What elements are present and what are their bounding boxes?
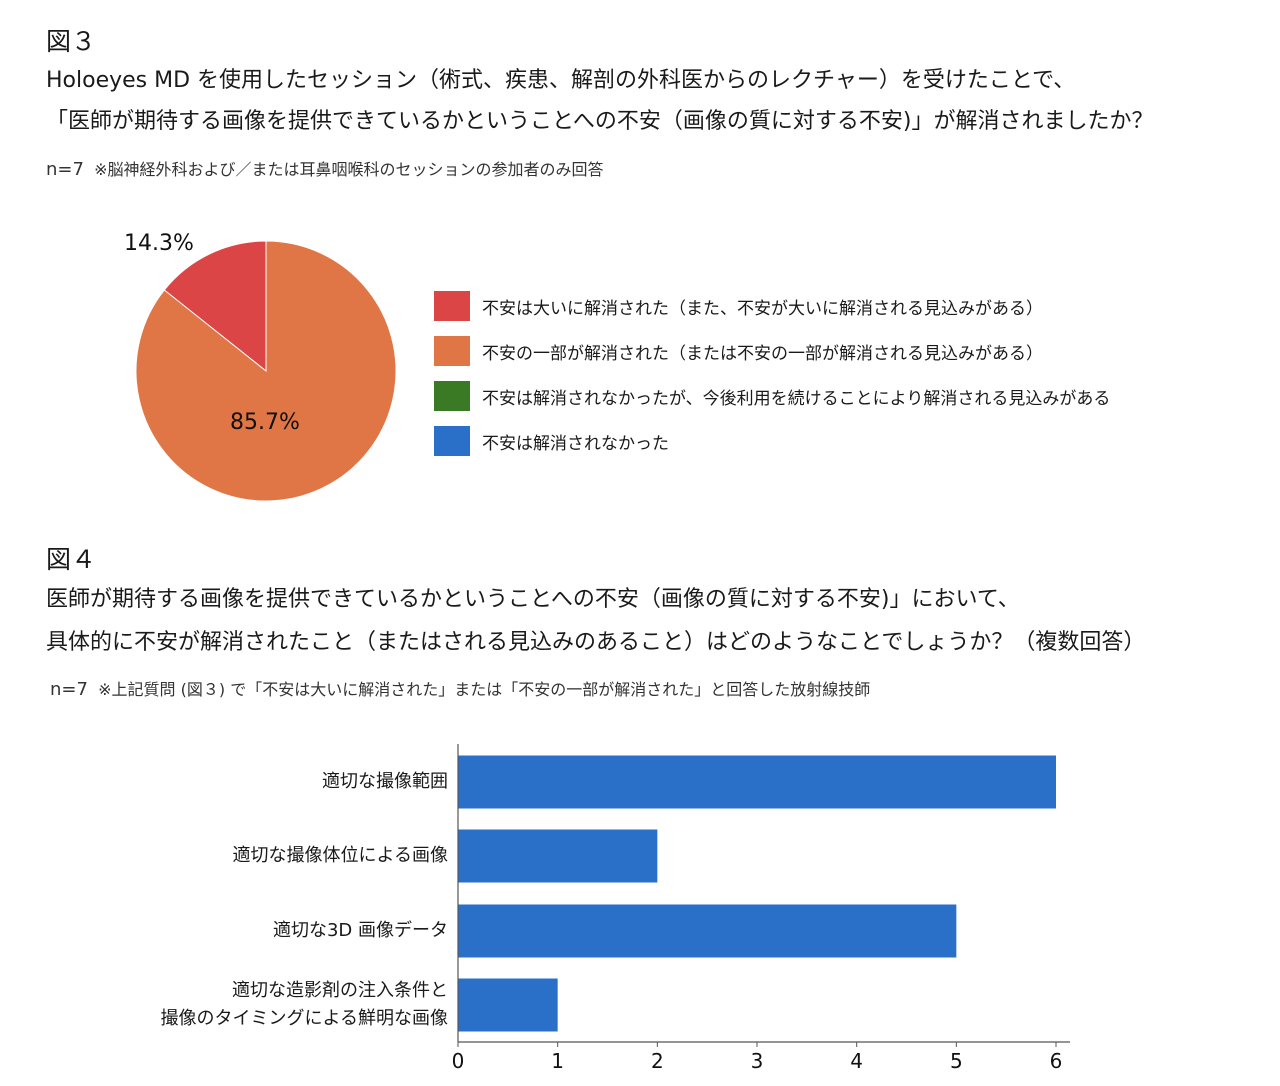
x-tick-label: 2	[651, 1049, 664, 1073]
bar	[458, 755, 1056, 809]
legend-swatch	[434, 426, 470, 456]
pie-slice	[163, 240, 267, 373]
legend-label: 不安は大いに解消された（また、不安が大いに解消される見込みがある）	[482, 298, 1043, 319]
legend-label: 不安は解消されなかった	[482, 433, 669, 454]
legend-swatch	[434, 381, 470, 411]
bar-chart: 0 1 2 3 4 5 6	[452, 744, 1070, 1073]
fig4-sample-size: n=7	[50, 679, 88, 700]
legend-swatch	[434, 291, 470, 321]
legend-item: 不安は大いに解消された（また、不安が大いに解消される見込みがある）	[434, 291, 1043, 321]
x-tick-label: 0	[452, 1049, 465, 1073]
bar-category-label: 適切な3D 画像データ	[272, 920, 448, 941]
fig4-title-line1: 医師が期待する画像を提供できているかということへの不安（画像の質に対する不安)」…	[46, 587, 1020, 612]
legend-item: 不安は解消されなかった	[434, 426, 669, 456]
bar-category-label: 適切な造影剤の注入条件と 撮像のタイミングによる鮮明な画像	[160, 980, 448, 1029]
legend-swatch	[434, 336, 470, 366]
fig3-title-line1: Holoeyes MD を使用したセッション（術式、疾患、解剖の外科医からのレク…	[46, 68, 1076, 93]
fig3-title-line2: 「医師が期待する画像を提供できているかということへの不安（画像の質に対する不安)…	[46, 109, 1154, 134]
x-tick-label: 5	[950, 1049, 963, 1073]
x-tick-label: 6	[1050, 1049, 1063, 1073]
fig3-sample-size: n=7	[46, 159, 84, 180]
pie-chart: 14.3% 85.7%	[124, 231, 397, 502]
pie-data-label: 14.3%	[124, 231, 194, 256]
bar	[458, 829, 658, 883]
bar-category-label: 適切な撮像体位による画像	[232, 845, 448, 866]
legend-label: 不安は解消されなかったが、今後利用を続けることにより解消される見込みがある	[482, 388, 1111, 409]
fig3-note: n=7 ※脳神経外科および／または耳鼻咽喉科のセッションの参加者のみ回答	[46, 156, 604, 180]
pie-slice	[135, 240, 397, 502]
fig4-note-text: ※上記質問 (図３) で「不安は大いに解消された」または「不安の一部が解消された…	[98, 680, 871, 699]
x-tick-label: 1	[551, 1049, 564, 1073]
legend-label: 不安の一部が解消された（または不安の一部が解消される見込みがある）	[482, 343, 1043, 364]
fig4-note: n=7 ※上記質問 (図３) で「不安は大いに解消された」または「不安の一部が解…	[50, 676, 870, 700]
x-tick-label: 4	[850, 1049, 863, 1073]
fig4-title-line2: 具体的に不安が解消されたこと（またはされる見込みのあること）はどのようなことでし…	[46, 630, 1146, 655]
fig3-label: 図３	[46, 27, 97, 56]
bar	[458, 978, 558, 1032]
x-tick-label: 3	[751, 1049, 764, 1073]
bar	[458, 904, 957, 958]
legend-item: 不安は解消されなかったが、今後利用を続けることにより解消される見込みがある	[434, 381, 1110, 411]
legend-item: 不安の一部が解消された（または不安の一部が解消される見込みがある）	[434, 336, 1043, 366]
fig4-label: 図４	[46, 545, 97, 574]
fig3-note-text: ※脳神経外科および／または耳鼻咽喉科のセッションの参加者のみ回答	[94, 160, 604, 179]
bar-category-label: 適切な撮像範囲	[322, 771, 448, 792]
pie-data-label: 85.7%	[230, 410, 300, 435]
